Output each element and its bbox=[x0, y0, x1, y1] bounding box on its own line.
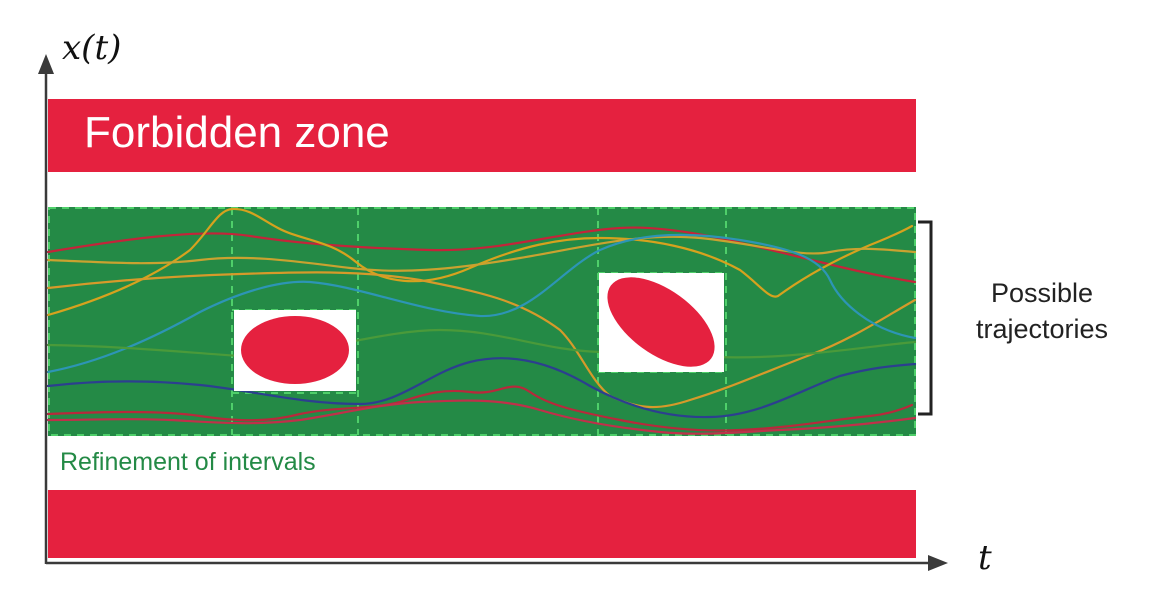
trajectory-orange bbox=[46, 271, 917, 409]
axes bbox=[38, 54, 948, 571]
trajectory-faint-green bbox=[46, 328, 917, 359]
trajectory-olive bbox=[46, 235, 917, 272]
refinement-label: Refinement of intervals bbox=[60, 448, 316, 476]
trajectory-red-upper bbox=[46, 226, 917, 284]
forbidden-ellipse-1 bbox=[241, 316, 349, 384]
forbidden-zone-label: Forbidden zone bbox=[84, 108, 390, 157]
trajectory-blue bbox=[46, 233, 917, 374]
trajectories-label: Possible trajectories bbox=[975, 278, 1109, 344]
y-axis-arrow bbox=[38, 54, 54, 74]
trajectory-navy bbox=[46, 357, 917, 419]
tube-dashed-border bbox=[48, 207, 916, 436]
forbidden-zone-bottom bbox=[48, 490, 916, 558]
forbidden-zone-top bbox=[48, 99, 916, 172]
x-axis-label: t bbox=[978, 538, 992, 578]
trajectories bbox=[46, 207, 917, 435]
trajectory-magenta bbox=[46, 399, 917, 435]
forbidden-ellipse-2 bbox=[607, 277, 715, 367]
trajectories-bracket bbox=[918, 220, 933, 416]
trajectory-yellow-peak bbox=[46, 207, 914, 317]
trajectory-crimson bbox=[46, 385, 914, 432]
x-axis-arrow bbox=[928, 555, 948, 571]
y-axis-label: x(t) bbox=[62, 28, 122, 68]
